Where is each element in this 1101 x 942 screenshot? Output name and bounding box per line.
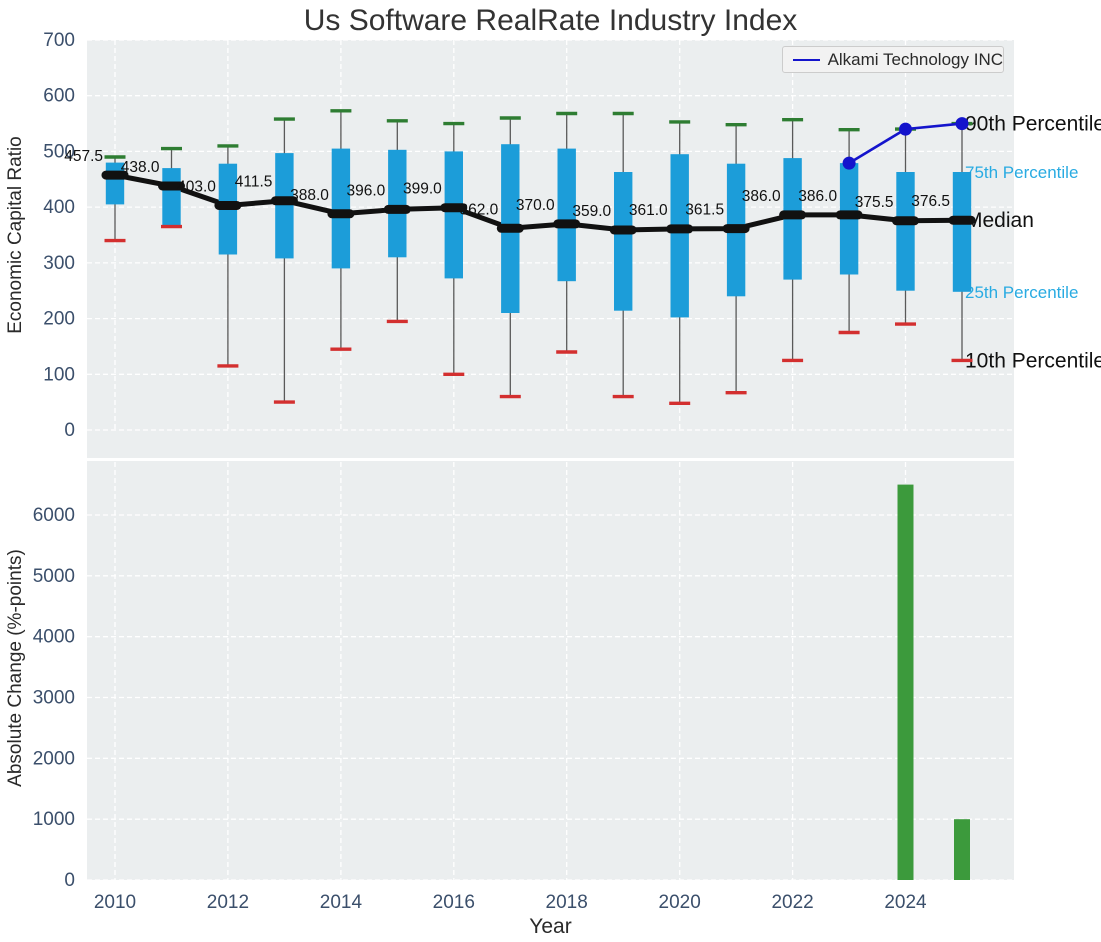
svg-text:457.5: 457.5	[64, 148, 103, 165]
svg-text:2010: 2010	[94, 892, 136, 913]
svg-text:361.5: 361.5	[685, 202, 724, 219]
svg-text:1000: 1000	[33, 809, 75, 830]
svg-text:370.0: 370.0	[516, 197, 555, 214]
svg-text:0: 0	[64, 420, 75, 441]
svg-text:400: 400	[43, 197, 75, 218]
svg-text:376.5: 376.5	[911, 193, 950, 210]
svg-text:75th Percentile: 75th Percentile	[965, 163, 1078, 182]
svg-text:0: 0	[64, 870, 75, 891]
svg-text:438.0: 438.0	[121, 159, 160, 176]
svg-text:386.0: 386.0	[798, 188, 837, 205]
svg-text:2016: 2016	[433, 892, 475, 913]
svg-text:4000: 4000	[33, 627, 75, 648]
svg-text:362.0: 362.0	[460, 201, 499, 218]
svg-text:386.0: 386.0	[742, 188, 781, 205]
svg-text:2012: 2012	[207, 892, 249, 913]
svg-text:399.0: 399.0	[403, 181, 442, 198]
svg-text:2000: 2000	[33, 748, 75, 769]
svg-text:10th Percentile: 10th Percentile	[965, 349, 1101, 372]
svg-text:2014: 2014	[320, 892, 363, 913]
svg-text:375.5: 375.5	[855, 194, 894, 211]
svg-text:403.0: 403.0	[177, 179, 216, 196]
svg-text:361.0: 361.0	[629, 202, 668, 219]
svg-text:388.0: 388.0	[290, 187, 329, 204]
svg-text:2020: 2020	[659, 892, 701, 913]
svg-text:359.0: 359.0	[572, 203, 611, 220]
svg-text:600: 600	[43, 86, 75, 107]
svg-text:200: 200	[43, 309, 75, 330]
svg-text:100: 100	[43, 364, 75, 385]
svg-text:5000: 5000	[33, 566, 75, 587]
svg-text:2022: 2022	[771, 892, 813, 913]
svg-text:411.5: 411.5	[235, 174, 273, 191]
svg-text:2018: 2018	[546, 892, 588, 913]
svg-text:300: 300	[43, 253, 75, 274]
svg-text:6000: 6000	[33, 505, 75, 526]
svg-text:90th Percentile: 90th Percentile	[965, 113, 1101, 136]
svg-text:25th Percentile: 25th Percentile	[965, 283, 1078, 302]
svg-text:396.0: 396.0	[347, 182, 386, 199]
svg-text:3000: 3000	[33, 688, 75, 709]
svg-text:2024: 2024	[884, 892, 927, 913]
